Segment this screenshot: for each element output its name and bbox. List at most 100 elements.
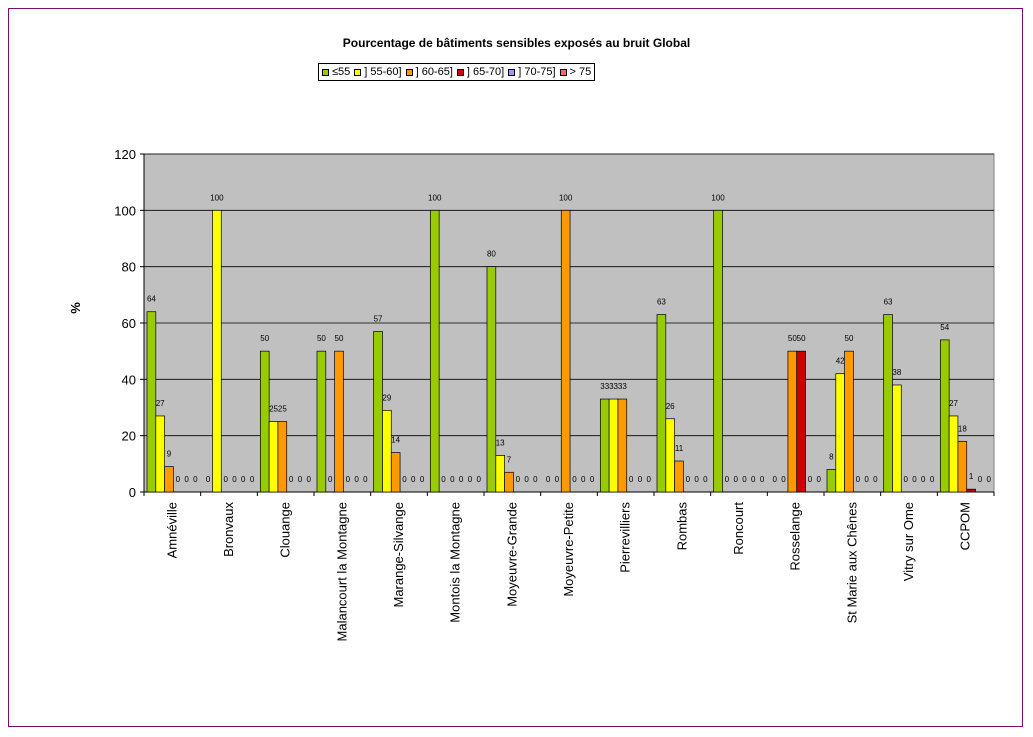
bar [787, 350, 798, 493]
bar [713, 209, 723, 493]
bar [164, 466, 174, 493]
data-label: 100 [428, 193, 442, 202]
data-label: 0 [638, 475, 643, 484]
legend-label: > 75 [569, 66, 592, 78]
bar [617, 398, 628, 493]
data-label: 0 [751, 475, 756, 484]
chart-title: Pourcentage de bâtiments sensibles expos… [342, 36, 691, 50]
data-label: 63 [657, 298, 666, 307]
data-label: 0 [420, 475, 425, 484]
data-label: 0 [725, 475, 730, 484]
data-label: 25 [269, 405, 278, 414]
data-label: 50 [317, 334, 326, 343]
data-label: 0 [817, 475, 822, 484]
data-label: 50 [335, 334, 344, 343]
data-label: 50 [260, 334, 269, 343]
data-label: 0 [694, 475, 699, 484]
data-label: 0 [921, 475, 926, 484]
x-category-label: Pierrevilliers [618, 502, 633, 573]
bar [665, 418, 675, 493]
data-label: 18 [958, 424, 967, 433]
data-label: 33 [600, 382, 609, 391]
legend-label: ] 70-75] [518, 66, 556, 78]
bar [390, 452, 401, 493]
y-tick-label: 0 [129, 485, 136, 500]
bar [382, 409, 392, 493]
data-label: 0 [703, 475, 708, 484]
x-category-label: CCPOM [958, 502, 973, 550]
data-label: 0 [546, 475, 551, 484]
data-label: 0 [516, 475, 521, 484]
data-label: 0 [354, 475, 359, 484]
data-label: 1 [969, 472, 974, 481]
bar [146, 311, 157, 493]
data-label: 0 [468, 475, 473, 484]
x-category-label: Bronvaux [221, 502, 236, 557]
bar [892, 384, 902, 493]
data-label: 0 [223, 475, 228, 484]
bar [599, 398, 610, 493]
data-label: 27 [156, 399, 165, 408]
bar [835, 373, 845, 493]
data-label: 0 [903, 475, 908, 484]
data-label: 0 [477, 475, 482, 484]
data-label: 0 [808, 475, 813, 484]
x-category-label: Rosselange [788, 502, 803, 571]
bar [844, 350, 854, 493]
bar [373, 331, 383, 493]
y-tick-label: 20 [122, 429, 136, 444]
legend-label: ] 55-60] [364, 66, 402, 78]
data-label: 0 [987, 475, 992, 484]
data-label: 0 [873, 475, 878, 484]
x-category-label: Marange-Silvange [391, 502, 406, 608]
data-label: 0 [328, 475, 333, 484]
x-category-label: Amnéville [164, 502, 179, 558]
data-label: 0 [773, 475, 778, 484]
legend-item: ] 70-75] [508, 66, 556, 78]
y-tick-label: 80 [122, 260, 136, 275]
data-label: 57 [374, 314, 383, 323]
x-category-label: Malancourt la Montagne [334, 502, 349, 641]
data-label: 38 [892, 368, 901, 377]
data-label: 8 [829, 452, 834, 461]
data-label: 9 [167, 450, 172, 459]
bar [268, 421, 279, 493]
data-label: 11 [675, 444, 684, 453]
data-label: 0 [912, 475, 917, 484]
data-label: 0 [647, 475, 652, 484]
legend-swatch [405, 68, 413, 76]
x-category-label: Roncourt [731, 502, 746, 555]
x-category-label: St Marie aux Chênes [844, 502, 859, 624]
data-label: 29 [382, 393, 391, 402]
bar [674, 460, 684, 493]
legend-label: ≤55 [332, 66, 351, 78]
data-label: 54 [940, 323, 949, 332]
data-label: 50 [788, 334, 797, 343]
data-label: 0 [686, 475, 691, 484]
x-category-label: Clouange [278, 502, 293, 558]
bar [495, 455, 505, 493]
data-label: 0 [781, 475, 786, 484]
x-category-label: Montois la Montagne [448, 502, 463, 623]
data-label: 33 [618, 382, 627, 391]
bar [486, 266, 497, 493]
data-label: 7 [507, 455, 512, 464]
bar [334, 350, 344, 493]
y-tick-label: 60 [122, 316, 136, 331]
data-label: 13 [496, 438, 505, 447]
data-label: 0 [184, 475, 189, 484]
data-label: 0 [250, 475, 255, 484]
legend-swatch [322, 68, 329, 76]
data-label: 0 [930, 475, 935, 484]
data-label: 0 [742, 475, 747, 484]
data-label: 63 [884, 298, 893, 307]
data-label: 0 [450, 475, 455, 484]
data-label: 0 [441, 475, 446, 484]
data-label: 0 [629, 475, 634, 484]
bar [939, 339, 950, 493]
data-label: 100 [559, 193, 573, 202]
legend-item: ≤55 [322, 66, 350, 78]
legend-label: ] 65-70] [466, 66, 505, 78]
bar [277, 421, 288, 493]
data-label: 0 [232, 475, 237, 484]
